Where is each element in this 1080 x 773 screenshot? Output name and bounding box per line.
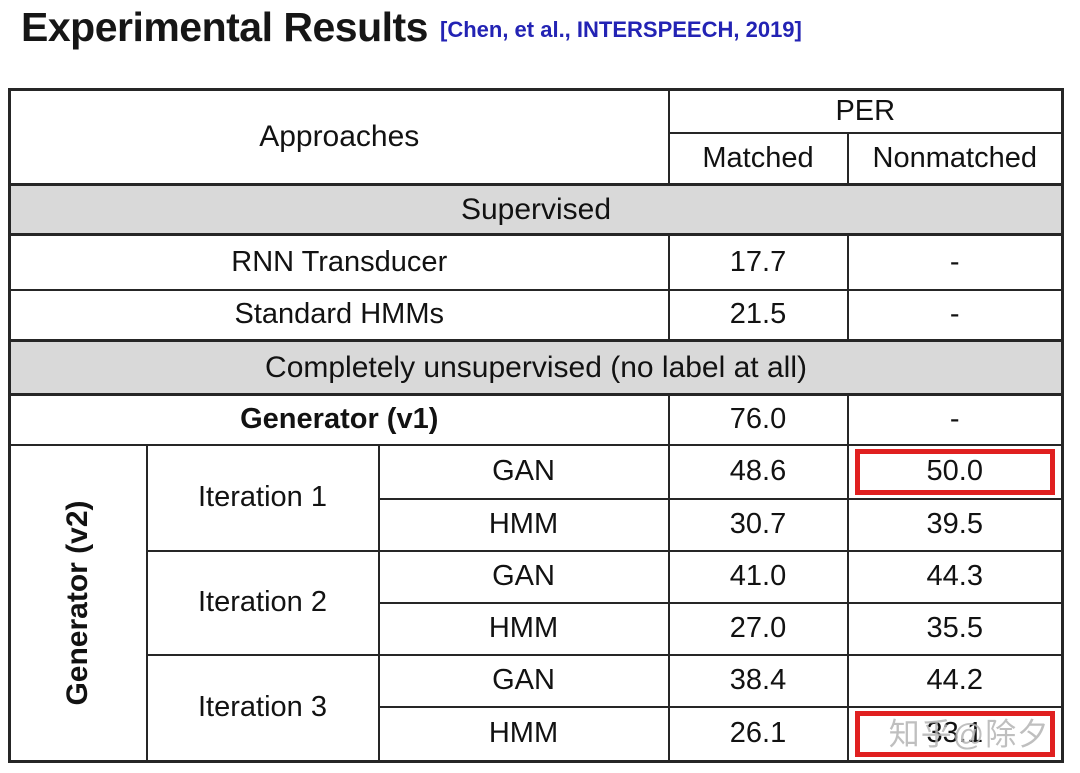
table-row-iter1-hmm: HMM 30.7 39.5 — [10, 497, 1064, 552]
row-label-standard-hmms: Standard HMMs — [8, 288, 670, 342]
cell-iter3-hmm-matched: 26.1 — [667, 705, 849, 762]
table-row-iter2-hmm: HMM 27.0 35.5 — [10, 601, 1064, 656]
row-label-iteration-1: Iteration 1 — [145, 443, 380, 552]
header-approaches: Approaches — [8, 88, 670, 186]
title-text: Experimental Results — [21, 4, 429, 50]
header-matched: Matched — [667, 131, 849, 186]
table-row-standard-hmms: Standard HMMs 21.5 - — [8, 288, 1064, 342]
cell-std-nonmatched: - — [846, 288, 1064, 342]
table-row-generator-v1: Generator (v1) 76.0 - — [8, 393, 1064, 446]
cell-iter3-gan-model: GAN — [377, 653, 670, 708]
row-label-generator-v1: Generator (v1) — [8, 393, 670, 446]
cell-iter1-hmm-nonmatched: 39.5 — [846, 497, 1064, 552]
cell-gv1-nonmatched: - — [846, 393, 1064, 446]
highlighted-value: 50.0 — [926, 455, 983, 487]
highlighted-value: 33.1 — [926, 717, 983, 749]
cell-iter3-hmm-model: HMM — [377, 705, 670, 762]
cell-rnn-matched: 17.7 — [667, 233, 849, 291]
section-label-supervised: Supervised — [8, 183, 1064, 236]
cell-iter1-gan-matched: 48.6 — [667, 443, 849, 500]
header-per: PER — [667, 88, 1064, 134]
cell-std-matched: 21.5 — [667, 288, 849, 342]
citation: [Chen, et al., INTERSPEECH, 2019] — [440, 17, 802, 42]
header-row-2: Matched Nonmatched — [10, 131, 1064, 186]
cell-iter2-gan-model: GAN — [377, 549, 670, 604]
row-label-iteration-3: Iteration 3 — [145, 653, 380, 762]
section-row-unsupervised: Completely unsupervised (no label at all… — [8, 339, 1064, 396]
cell-iter2-gan-nonmatched: 44.3 — [846, 549, 1064, 604]
table-row-iter3-gan: Iteration 3 GAN 38.4 44.2 — [10, 653, 1064, 762]
table-row-rnn-transducer: RNN Transducer 17.7 - — [8, 233, 1064, 291]
cell-iter2-hmm-model: HMM — [377, 601, 670, 656]
cell-iter1-gan-model: GAN — [377, 443, 670, 500]
cell-iter3-hmm-nonmatched: 33.1 — [846, 705, 1064, 762]
table-row-iter2-gan: Iteration 2 GAN 41.0 44.3 — [10, 549, 1064, 656]
cell-iter2-gan-matched: 41.0 — [667, 549, 849, 604]
row-label-rnn-transducer: RNN Transducer — [8, 233, 670, 291]
cell-iter3-gan-nonmatched: 44.2 — [846, 653, 1064, 708]
page-title: Experimental Results [Chen, et al., INTER… — [21, 4, 802, 51]
cell-iter3-gan-matched: 38.4 — [667, 653, 849, 708]
generator-v2-rotated-label: Generator (v2) — [61, 499, 95, 706]
table-row-iter3-hmm: HMM 26.1 33.1 — [10, 705, 1064, 762]
highlight-box-iter3-hmm: 33.1 — [854, 710, 1056, 757]
section-row-supervised: Supervised — [8, 183, 1064, 236]
cell-gv1-matched: 76.0 — [667, 393, 849, 446]
section-label-unsupervised: Completely unsupervised (no label at all… — [8, 339, 1064, 396]
header-nonmatched: Nonmatched — [846, 131, 1064, 186]
cell-iter1-gan-nonmatched: 50.0 — [846, 443, 1064, 500]
highlight-box-iter1-gan: 50.0 — [854, 448, 1056, 495]
cell-iter2-hmm-matched: 27.0 — [667, 601, 849, 656]
row-label-iteration-2: Iteration 2 — [145, 549, 380, 656]
cell-iter1-hmm-matched: 30.7 — [667, 497, 849, 552]
row-label-generator-v2: Generator (v2) — [8, 443, 148, 762]
cell-iter2-hmm-nonmatched: 35.5 — [846, 601, 1064, 656]
results-table: Approaches PER Matched Nonmatched Superv… — [8, 88, 1065, 763]
cell-rnn-nonmatched: - — [846, 233, 1064, 291]
cell-iter1-hmm-model: HMM — [377, 497, 670, 552]
header-row-1: Approaches PER — [8, 88, 1064, 186]
table-row-iter1-gan: Generator (v2) Iteration 1 GAN 48.6 50.0 — [8, 443, 1064, 762]
